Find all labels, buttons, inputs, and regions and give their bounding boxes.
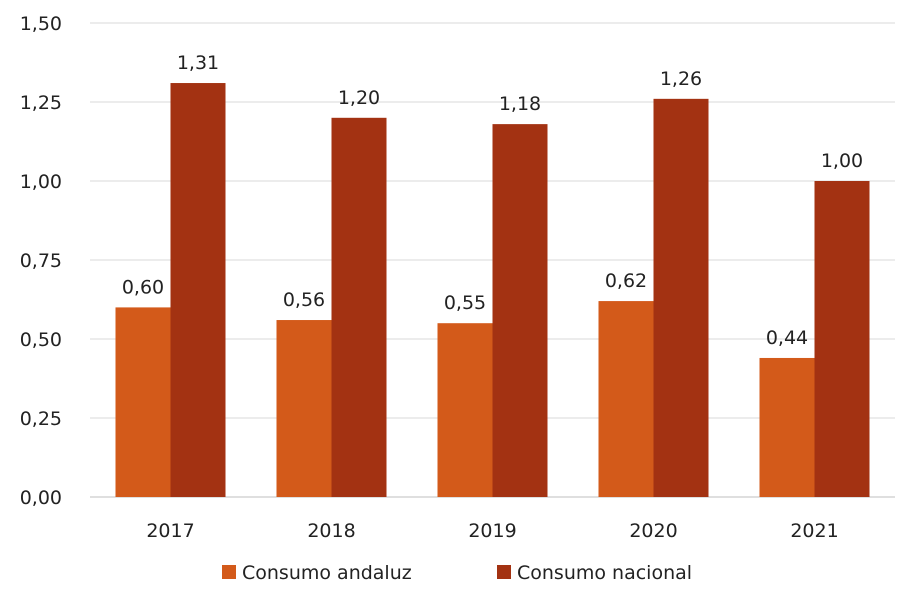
bar-consumo-andaluz-2017 [115,307,171,497]
bar-consumo-nacional-2019 [492,124,548,498]
y-tick-label: 1,50 [20,13,62,35]
bars [115,83,870,498]
data-label: 0,44 [766,327,808,349]
data-label: 1,00 [821,150,863,172]
data-label: 1,26 [660,68,702,90]
bar-consumo-nacional-2021 [814,181,870,497]
y-tick-label: 0,25 [20,408,62,430]
legend-label: Consumo andaluz [242,562,412,584]
y-tick-label: 0,00 [20,487,62,509]
x-tick-label: 2020 [629,520,677,542]
y-tick-label: 1,25 [20,92,62,114]
bar-consumo-nacional-2018 [331,117,387,498]
bar-consumo-andaluz-2018 [276,320,332,497]
y-tick-label: 0,75 [20,250,62,272]
y-tick-label: 1,00 [20,171,62,193]
x-tick-label: 2018 [307,520,355,542]
legend: Consumo andaluz Consumo nacional [222,562,692,584]
data-label: 1,18 [499,93,541,115]
data-label: 1,20 [338,87,380,109]
x-tick-label: 2017 [146,520,194,542]
y-tick-label: 0,50 [20,329,62,351]
legend-swatch [497,565,511,579]
y-axis: 0,00 0,25 0,50 0,75 1,00 1,25 1,50 [20,13,62,509]
bar-consumo-nacional-2017 [170,83,226,497]
legend-label: Consumo nacional [517,562,692,584]
x-tick-label: 2019 [468,520,516,542]
data-label: 0,56 [283,289,325,311]
data-label: 0,55 [444,292,486,314]
data-label: 0,62 [605,270,647,292]
bar-consumo-andaluz-2021 [759,357,815,497]
data-labels: 0,60 1,31 0,56 1,20 0,55 1,18 0,62 1,26 0,44 1,00 [122,52,863,349]
bar-consumo-andaluz-2019 [437,323,493,497]
data-label: 0,60 [122,276,164,298]
bar-consumo-andaluz-2020 [598,301,654,497]
data-label: 1,31 [177,52,219,74]
x-tick-label: 2021 [790,520,838,542]
x-axis: 2017 2018 2019 2020 2021 [146,520,838,542]
legend-swatch [222,565,236,579]
bar-consumo-nacional-2020 [653,98,709,497]
